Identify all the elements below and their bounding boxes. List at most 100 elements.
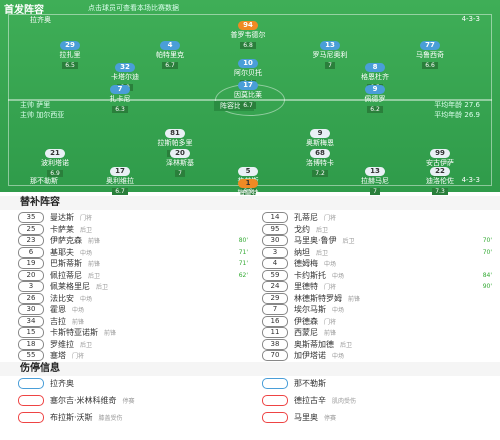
- player-rating: 7: [325, 62, 335, 69]
- injury-icon: [18, 395, 44, 406]
- player-number: 20: [170, 149, 190, 158]
- header-title: 首发阵容: [4, 5, 44, 16]
- sub-number: 29: [262, 292, 288, 304]
- player-name: 卡塔尔迪: [111, 73, 139, 81]
- sub-row[interactable]: 23 伊萨克森 前锋 80': [18, 235, 248, 247]
- sub-row[interactable]: 3 纳坦 后卫 70': [262, 246, 492, 259]
- injury-reason: 膝盖受伤: [98, 415, 123, 422]
- sub-position: 后卫: [88, 272, 101, 280]
- player-name: 迪洛伦佐: [426, 177, 454, 185]
- player[interactable]: 13 拉赫马尼 7: [340, 166, 410, 195]
- sub-number: 4: [262, 258, 288, 269]
- player[interactable]: 17 因莫比莱 6.7: [213, 80, 283, 109]
- sub-row[interactable]: 7 埃尔马斯 中场: [262, 304, 492, 316]
- sub-number: 26: [18, 292, 44, 304]
- sub-row[interactable]: 26 法比安 中场: [18, 292, 248, 305]
- player-rating: 7.3: [432, 188, 448, 195]
- player[interactable]: 68 洛博特卡 7.2: [285, 148, 355, 177]
- sub-row[interactable]: 16 伊德森 门将: [262, 315, 492, 328]
- player-name: 波利塔诺: [41, 159, 69, 167]
- sub-number: 59: [262, 269, 288, 281]
- away-team: 那不勒斯: [30, 177, 58, 185]
- sub-row[interactable]: 20 佩拉蒂尼 后卫 62': [18, 269, 248, 282]
- player[interactable]: 13 罗马尼奥利 7: [295, 40, 365, 69]
- sub-name: 卡约斯托: [294, 270, 326, 280]
- player-name: 奥斯梅恩: [306, 139, 334, 147]
- injury-name: 拉齐奥: [50, 379, 74, 388]
- player-rating: 6.3: [112, 106, 128, 113]
- sub-row[interactable]: 70 加伊塔诺 中场: [262, 350, 492, 362]
- player[interactable]: 17 奥利维拉 6.7: [85, 166, 155, 195]
- sub-name: 霍恩: [50, 305, 66, 314]
- player-rating: 6.8: [240, 42, 256, 49]
- sub-row[interactable]: 11 西蒙尼 前锋: [262, 327, 492, 339]
- sub-name: 巴斯蒂斯: [50, 259, 82, 268]
- compare-button[interactable]: 阵容比较: [214, 101, 254, 111]
- sub-row[interactable]: 24 里德特 门将 90': [262, 281, 492, 293]
- player-number: 32: [115, 63, 135, 72]
- injury-icon: [262, 412, 288, 423]
- player[interactable]: 4 帕特里克 6.7: [135, 40, 205, 69]
- player[interactable]: 9 佩德罗 6.2: [340, 84, 410, 113]
- sub-name: 卡萨莱: [50, 224, 74, 234]
- player-name: 拉赫马尼: [361, 177, 389, 185]
- sub-number: 16: [262, 315, 288, 327]
- sub-name: 佩拉蒂尼: [50, 270, 82, 280]
- sub-row[interactable]: 18 罗维拉 后卫: [18, 338, 248, 351]
- sub-row[interactable]: 30 马里奥·鲁伊 后卫 70': [262, 235, 492, 247]
- injury-name: 马里奥: [294, 413, 318, 422]
- sub-position: 中场: [80, 295, 93, 303]
- injury-row: 那不勒斯: [262, 378, 492, 390]
- sub-row[interactable]: 3 佩莱格里尼 后卫: [18, 281, 248, 293]
- sub-row[interactable]: 15 卡斯特亚诺斯 前锋: [18, 327, 248, 339]
- sub-row[interactable]: 14 孔蒂尼 门将: [262, 212, 492, 224]
- player-rating: 6.9: [47, 170, 63, 177]
- sub-number: 30: [262, 235, 288, 246]
- sub-position: 后卫: [80, 341, 93, 349]
- player[interactable]: 77 马鲁西奇 6.6: [395, 40, 465, 69]
- sub-minute: 62': [238, 271, 248, 279]
- sub-name: 加伊塔诺: [294, 351, 326, 360]
- player[interactable]: 21 波利塔诺 6.9: [20, 148, 90, 177]
- sub-row[interactable]: 19 巴斯蒂斯 前锋 71': [18, 258, 248, 270]
- player-number: 81: [165, 129, 185, 138]
- sub-row[interactable]: 4 德姆梅 中场: [262, 258, 492, 270]
- sub-name: 基耶夫: [50, 247, 74, 257]
- player-name: 奥利维拉: [106, 177, 134, 185]
- player[interactable]: 29 拉扎里 6.5: [35, 40, 105, 69]
- sub-row[interactable]: 34 吉拉 前锋: [18, 315, 248, 328]
- sub-row[interactable]: 35 曼达斯 门将: [18, 212, 248, 224]
- sub-row[interactable]: 38 奥斯蒂加德 后卫: [262, 338, 492, 351]
- sub-position: 门将: [324, 215, 337, 222]
- player[interactable]: 22 迪洛伦佐 7.3: [405, 166, 475, 195]
- home-formation: 4-3-3: [461, 15, 480, 23]
- sub-minute: 80': [238, 237, 248, 244]
- player[interactable]: 7 扎卡尼 6.3: [85, 84, 155, 113]
- sub-minute: 70': [482, 237, 492, 244]
- player-name: 安古伊萨: [426, 159, 454, 167]
- home-coach: 主帅 萨里: [20, 101, 51, 109]
- player-rating: 6.9: [240, 188, 256, 195]
- sub-number: 70: [262, 350, 288, 361]
- sub-row[interactable]: 59 卡约斯托 中场 84': [262, 269, 492, 282]
- sub-position: 中场: [332, 272, 345, 280]
- player-number: 17: [238, 81, 258, 90]
- sub-position: 门将: [324, 284, 337, 291]
- injury-row: 马里奥 停赛: [262, 412, 492, 424]
- sub-number: 35: [18, 212, 44, 223]
- sub-row[interactable]: 95 戈约 后卫: [262, 223, 492, 236]
- sub-row[interactable]: 29 林德斯特罗姆 前锋: [262, 292, 492, 305]
- player[interactable]: 94 普罗韦德尔 6.8: [213, 20, 283, 49]
- sub-row[interactable]: 6 基耶夫 中场 71': [18, 246, 248, 259]
- sub-row[interactable]: 55 塞塔 门将: [18, 350, 248, 362]
- sub-number: 20: [18, 269, 44, 281]
- injury-row: 德拉古辛 肌肉受伤: [262, 395, 492, 407]
- sub-position: 中场: [72, 307, 85, 314]
- sub-row[interactable]: 30 霍恩 中场: [18, 304, 248, 316]
- sub-position: 后卫: [342, 238, 355, 245]
- player[interactable]: 20 泽林斯基 7: [145, 148, 215, 177]
- sub-name: 曼达斯: [50, 213, 74, 222]
- sub-position: 后卫: [80, 226, 93, 234]
- sub-row[interactable]: 25 卡萨莱 后卫: [18, 223, 248, 236]
- sub-minute: 71': [238, 260, 248, 267]
